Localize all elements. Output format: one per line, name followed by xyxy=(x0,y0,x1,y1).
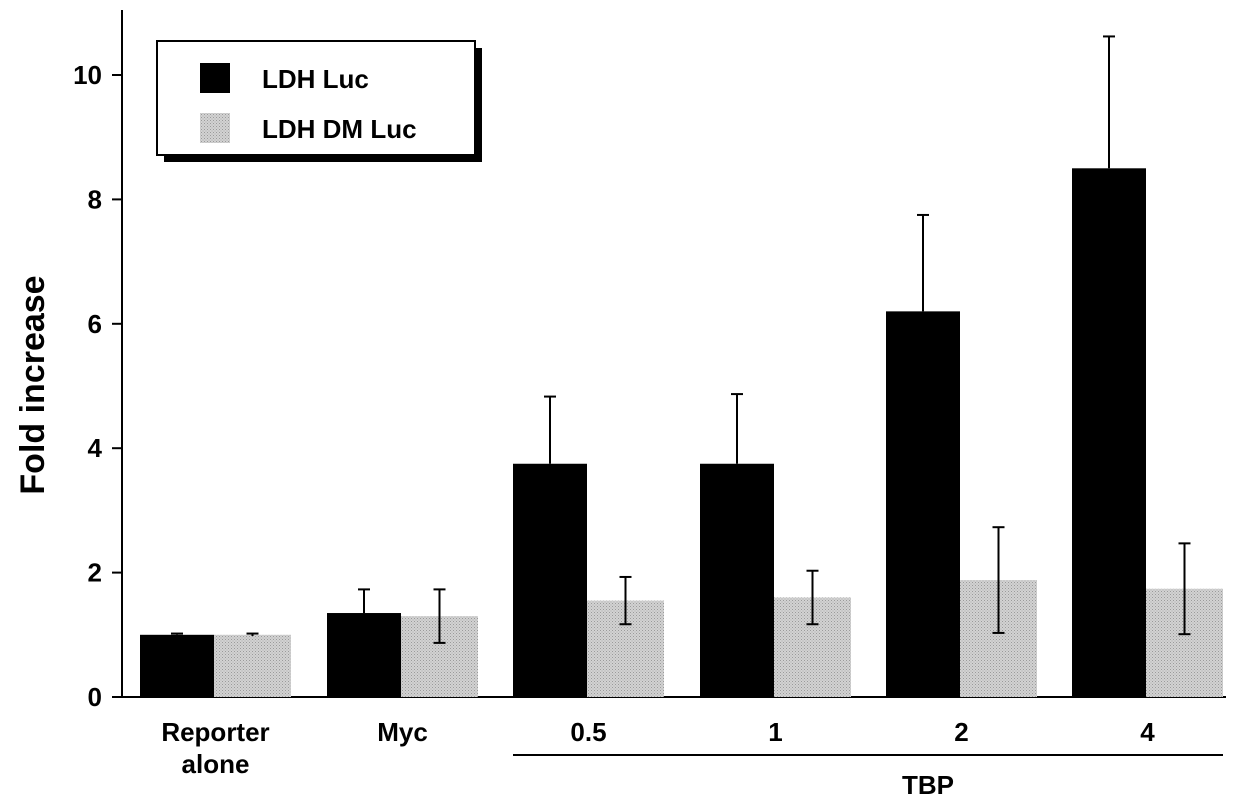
legend-swatch-ldh-luc xyxy=(200,63,230,93)
category-label: alone xyxy=(182,749,250,779)
category-label: 2 xyxy=(954,717,968,747)
y-tick-label: 4 xyxy=(88,433,103,463)
legend: LDH Luc LDH DM Luc xyxy=(156,40,482,162)
bar-ldh-dm-luc xyxy=(214,634,291,697)
bar-ldh-luc xyxy=(1072,168,1146,698)
category-label: 4 xyxy=(1140,717,1155,747)
y-tick-label: 2 xyxy=(88,558,102,588)
legend-label-ldh-dm-luc: LDH DM Luc xyxy=(262,114,417,144)
bar-ldh-luc xyxy=(140,634,214,697)
bar-ldh-luc xyxy=(700,463,774,697)
bar-ldh-luc xyxy=(327,613,401,697)
y-tick-label: 8 xyxy=(88,184,102,214)
category-label: Reporter xyxy=(161,717,269,747)
category-label: 1 xyxy=(768,717,782,747)
bars xyxy=(140,168,1223,698)
bar-ldh-luc xyxy=(886,311,960,697)
y-tick-label: 0 xyxy=(88,682,102,712)
y-tick-label: 10 xyxy=(73,60,102,90)
legend-label-ldh-luc: LDH Luc xyxy=(262,64,369,94)
legend-swatch-ldh-dm-luc xyxy=(200,113,230,143)
y-tick-label: 6 xyxy=(88,309,102,339)
axes: 0 2 4 6 8 10 xyxy=(73,10,1226,712)
group-label-tbp: TBP xyxy=(902,770,954,800)
category-label: Myc xyxy=(377,717,428,747)
y-axis-title: Fold increase xyxy=(14,275,52,494)
error-bars xyxy=(171,35,1191,644)
bar-ldh-luc xyxy=(513,463,587,697)
category-label: 0.5 xyxy=(570,717,606,747)
